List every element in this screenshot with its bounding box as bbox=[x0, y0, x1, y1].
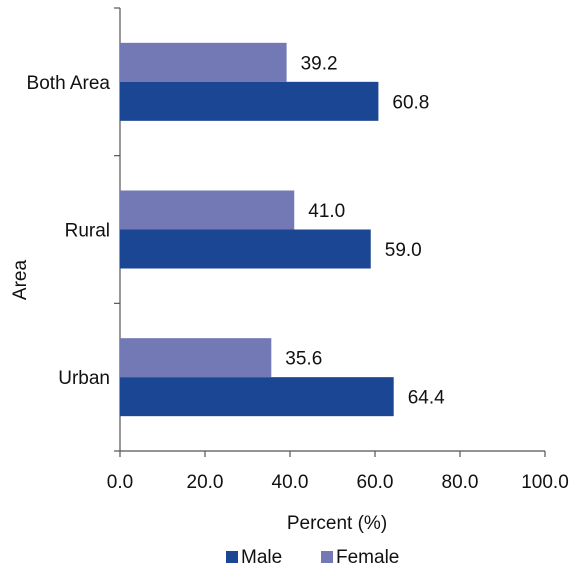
x-tick-label: 0.0 bbox=[107, 472, 133, 493]
data-labels: 39.2 60.8 41.0 59.0 35.6 64.4 bbox=[285, 53, 445, 408]
bars bbox=[120, 42, 394, 417]
y-axis-title: Area bbox=[10, 260, 31, 301]
data-label-male: 60.8 bbox=[392, 92, 429, 113]
legend: Male Female bbox=[226, 547, 399, 568]
x-tick-label: 20.0 bbox=[187, 472, 224, 493]
x-tick-label: 80.0 bbox=[442, 472, 479, 493]
bar-female bbox=[120, 338, 272, 378]
data-label-female: 39.2 bbox=[301, 53, 338, 74]
y-tick-label: Rural bbox=[65, 221, 110, 242]
legend-swatch-male bbox=[226, 551, 238, 563]
x-tick-label: 100.0 bbox=[521, 472, 569, 493]
legend-label-male: Male bbox=[241, 547, 282, 568]
bar-female bbox=[120, 190, 295, 230]
data-label-female: 41.0 bbox=[308, 201, 345, 222]
data-label-female: 35.6 bbox=[285, 349, 322, 370]
legend-label-female: Female bbox=[336, 547, 399, 568]
bar-male bbox=[120, 377, 394, 417]
legend-swatch-female bbox=[321, 551, 333, 563]
data-label-male: 59.0 bbox=[385, 240, 422, 261]
data-label-male: 64.4 bbox=[408, 388, 445, 409]
x-axis-title: Percent (%) bbox=[287, 513, 387, 534]
bar-male bbox=[120, 229, 371, 269]
bar-male bbox=[120, 81, 379, 121]
bar-female bbox=[120, 42, 287, 82]
y-tick-label: Both Area bbox=[27, 73, 111, 94]
axes: 0.0 20.0 40.0 60.0 80.0 100.0 Both Area Rural Ur… bbox=[27, 7, 569, 493]
x-tick-label: 60.0 bbox=[357, 472, 394, 493]
x-tick-label: 40.0 bbox=[272, 472, 309, 493]
y-tick-label: Urban bbox=[58, 368, 110, 389]
